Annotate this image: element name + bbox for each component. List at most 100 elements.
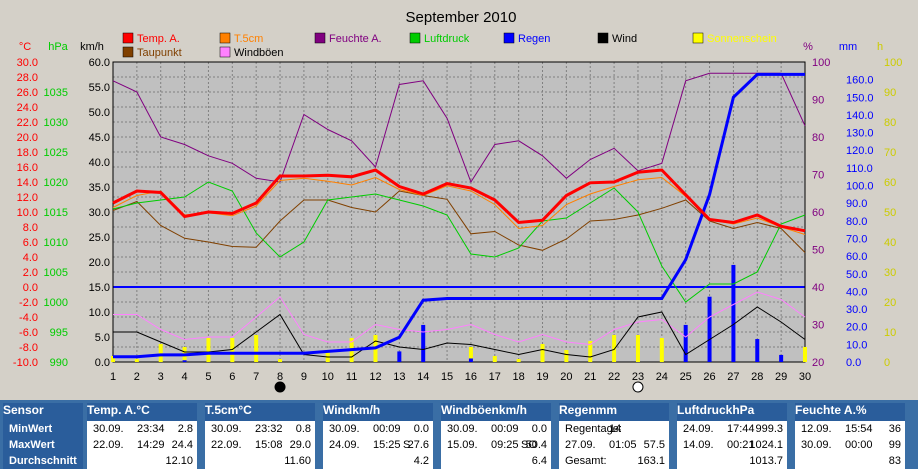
tick-temp: 4.0 <box>23 252 38 264</box>
legend-swatch <box>219 46 231 58</box>
legend-swatch <box>597 32 609 44</box>
tick-temp: 18.0 <box>17 147 38 159</box>
cell-date: 22.09. <box>211 439 242 451</box>
axis-unit: km/h <box>80 41 104 53</box>
cell-value: 0.0 <box>413 423 429 435</box>
legend-swatch <box>409 32 421 44</box>
legend-label: Sonnenschein <box>707 33 777 45</box>
cell-avg: 163.1 <box>637 455 665 467</box>
tick-rain: 120.0 <box>846 145 874 157</box>
series-line-temp-a- <box>112 168 806 233</box>
tick-hum: 100 <box>812 57 830 69</box>
bar-sunshine <box>134 359 139 362</box>
bar-rain <box>707 296 712 362</box>
tick-temp: 2.0 <box>23 267 38 279</box>
row-label: MinWert <box>9 423 53 435</box>
tick-sun: 80 <box>884 117 896 129</box>
axis-unit: % <box>803 41 813 53</box>
tick-temp: -10.0 <box>13 357 38 369</box>
col-title: Temp. A. <box>87 403 137 417</box>
tick-press: 1020 <box>44 177 68 189</box>
tick-temp: 0.0 <box>23 282 38 294</box>
table-header: Regenmm <box>559 403 669 421</box>
max-row: 15.09. 09:25 SO 50.4 <box>441 437 551 453</box>
tick-press: 1015 <box>44 207 68 219</box>
series-line-windb-en <box>113 291 806 346</box>
legend-swatch <box>122 32 134 44</box>
min-row: 12.09. 15:54 36 <box>795 421 905 437</box>
legend-label: Wind <box>612 33 637 45</box>
col-unit: % <box>855 403 867 417</box>
tick-x: 22 <box>608 371 620 383</box>
axis-unit: mm <box>839 41 857 53</box>
cell-value: 0.0 <box>531 423 547 435</box>
min-row: 30.09. 00:09 0.0 <box>441 421 551 437</box>
cell-direction: S <box>403 439 411 451</box>
cell-value: 2.8 <box>177 423 193 435</box>
bar-sunshine <box>803 347 807 362</box>
table-header: LuftdruckhPa <box>677 403 787 421</box>
cell-direction: SO <box>521 439 537 451</box>
tick-hum: 80 <box>812 132 824 144</box>
cell-time: 15:25 <box>373 439 401 451</box>
cell-time: 00:09 <box>491 423 519 435</box>
tick-x: 27 <box>727 371 739 383</box>
col-title: Luftdruck <box>677 403 733 417</box>
tick-rain: 90.0 <box>846 198 867 210</box>
tick-x: 8 <box>277 371 283 383</box>
bar-rain <box>468 358 473 362</box>
cell-time: 09:25 <box>491 439 519 451</box>
tick-temp: 10.0 <box>17 207 38 219</box>
tick-press: 1010 <box>44 237 68 249</box>
tick-temp: 8.0 <box>23 222 38 234</box>
legend-label: T.5cm <box>234 33 263 45</box>
tick-x: 18 <box>513 371 525 383</box>
tick-x: 21 <box>584 371 596 383</box>
cell-time: 01:05 <box>609 439 637 451</box>
tick-wind: 5.0 <box>95 332 110 344</box>
tick-wind: 10.0 <box>89 307 110 319</box>
col-unit: mm <box>595 403 618 417</box>
tick-wind: 45.0 <box>89 132 110 144</box>
bar-sunshine <box>468 347 473 362</box>
max-row: 22.09. 15:08 29.0 <box>205 437 315 453</box>
avg-row: 11.60 <box>205 453 315 469</box>
cell-date: 14.09. <box>683 439 714 451</box>
tick-rain: 0.0 <box>846 357 861 369</box>
tick-x: 4 <box>182 371 188 383</box>
tick-x: 19 <box>536 371 548 383</box>
tick-x: 28 <box>751 371 763 383</box>
tick-x: 30 <box>799 371 811 383</box>
tick-sun: 60 <box>884 177 896 189</box>
table-column: Feuchte A.% 12.09. 15:54 36 30.09. 00:00 99 83 <box>795 403 905 469</box>
legend: Temp. A. T.5cm Feuchte A. Luftdruck Regen Win… <box>122 32 777 59</box>
bar-sunshine <box>588 341 593 362</box>
legend-swatch <box>314 32 326 44</box>
tick-x: 6 <box>229 371 235 383</box>
tick-sun: 100 <box>884 57 902 69</box>
tick-x: 14 <box>417 371 429 383</box>
cell-date: 12.09. <box>801 423 832 435</box>
cell-time: 15:54 <box>845 423 873 435</box>
min-row: 30.09. 00:09 0.0 <box>323 421 433 437</box>
tick-press: 1025 <box>44 147 68 159</box>
cell-value: 999.3 <box>755 423 783 435</box>
tick-press: 1030 <box>44 117 68 129</box>
lines-layer <box>112 72 806 359</box>
tick-x: 29 <box>775 371 787 383</box>
cell-value: 0.8 <box>295 423 311 435</box>
cell-value: 29.0 <box>289 439 311 451</box>
tick-rain: 20.0 <box>846 322 867 334</box>
cell-date: 30.09. <box>93 423 124 435</box>
max-row: 30.09. 00:00 99 <box>795 437 905 453</box>
tick-press: 995 <box>50 327 68 339</box>
axis-unit: °C <box>19 41 31 53</box>
tick-rain: 40.0 <box>846 286 867 298</box>
tick-wind: 60.0 <box>89 57 110 69</box>
tick-temp: -2.0 <box>19 297 38 309</box>
bar-sunshine <box>540 344 545 362</box>
tick-x: 1 <box>110 371 116 383</box>
summary-table: Sensor MinWert MaxWert Durchschnitt Temp. A.… <box>0 400 918 469</box>
table-column: LuftdruckhPa 24.09. 17:44 999.3 14.09. 00:21 1… <box>677 403 787 469</box>
tick-rain: 100.0 <box>846 181 874 193</box>
